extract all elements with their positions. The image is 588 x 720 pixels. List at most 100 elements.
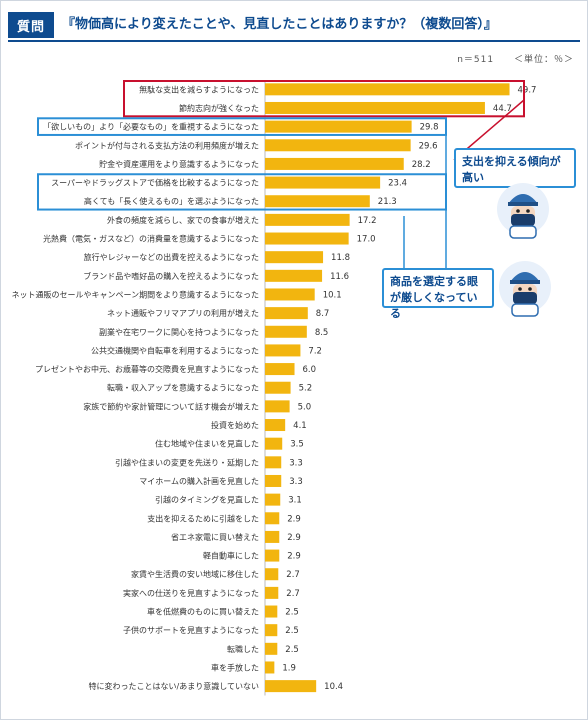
bar bbox=[265, 456, 282, 469]
bar bbox=[265, 269, 323, 282]
category-label: 子供のサポートを見直すようになった bbox=[123, 625, 259, 635]
value-label: 3.3 bbox=[289, 458, 303, 468]
category-label: 引越のタイミングを見直した bbox=[155, 495, 259, 505]
category-label: マイホームの購入計画を見直した bbox=[139, 476, 259, 486]
value-label: 7.2 bbox=[308, 346, 322, 356]
category-label: 住む地域や住まいを見直した bbox=[155, 439, 259, 449]
bar bbox=[265, 232, 349, 245]
value-label: 2.9 bbox=[287, 514, 301, 524]
category-label: 引越や住まいの変更を先送り・延期した bbox=[115, 457, 259, 467]
bar bbox=[265, 474, 282, 487]
bar bbox=[265, 344, 301, 357]
value-label: 3.1 bbox=[288, 496, 302, 506]
bar bbox=[265, 157, 404, 170]
callout-selection: 商品を選定する眼が厳しくなっている bbox=[382, 268, 494, 320]
category-label: 家族で節約や家計管理について話す機会が増えた bbox=[83, 401, 259, 411]
category-label: 外食の頻度を減らし、家での食事が増えた bbox=[107, 215, 259, 225]
category-label: ネット通販のセールやキャンペーン期間をより意識するようになった bbox=[12, 289, 259, 299]
value-label: 3.5 bbox=[290, 440, 304, 450]
title-rule bbox=[8, 40, 580, 42]
value-label: 49.7 bbox=[518, 85, 537, 95]
unit-label: ＜単位：％＞ bbox=[513, 55, 574, 65]
callout-spending: 支出を抑える傾向が高い bbox=[454, 148, 576, 188]
category-label: ブランド品や嗜好品の購入を控えるようになった bbox=[83, 271, 259, 281]
value-label: 5.2 bbox=[299, 384, 313, 394]
bar bbox=[265, 680, 317, 693]
mascot-icon bbox=[497, 183, 549, 239]
bar bbox=[265, 512, 280, 525]
value-label: 11.8 bbox=[331, 253, 350, 263]
category-label: ネット通販やフリマアプリの利用が増えた bbox=[107, 308, 259, 318]
category-label: スーパーやドラッグストアで価格を比較するようになった bbox=[51, 178, 259, 188]
sample-size: n＝511 bbox=[457, 55, 495, 65]
value-label: 17.2 bbox=[358, 216, 377, 226]
category-label: 副業や在宅ワークに関心を持つようになった bbox=[99, 327, 259, 337]
category-label: 車を低燃費のものに買い替えた bbox=[147, 607, 259, 617]
bar bbox=[265, 213, 350, 226]
bar bbox=[265, 363, 295, 376]
value-label: 2.9 bbox=[287, 552, 301, 562]
bar bbox=[265, 642, 278, 655]
category-label: 転職した bbox=[227, 645, 259, 654]
category-label: 無駄な支出を減らすようになった bbox=[139, 84, 259, 94]
value-label: 10.1 bbox=[323, 290, 342, 300]
bar bbox=[265, 661, 275, 674]
category-label: 「欲しいもの」より「必要なもの」を重視するようになった bbox=[43, 122, 259, 132]
category-label: 節約志向が強くなった bbox=[179, 103, 259, 113]
value-label: 23.4 bbox=[388, 179, 407, 189]
category-label: ポイントが付与される支払方法の利用頻度が増えた bbox=[75, 140, 259, 150]
highlight-box bbox=[37, 117, 447, 136]
highlight-box bbox=[123, 80, 525, 118]
bar bbox=[265, 419, 286, 432]
value-label: 8.5 bbox=[315, 328, 329, 338]
value-label: 2.5 bbox=[285, 608, 299, 618]
value-label: 1.9 bbox=[282, 663, 296, 673]
category-label: 転職・収入アップを意識するようになった bbox=[107, 383, 259, 393]
value-label: 4.1 bbox=[293, 421, 307, 431]
value-label: 2.7 bbox=[286, 589, 300, 599]
bar bbox=[265, 325, 307, 338]
category-label: 旅行やレジャーなどの出費を控えるようになった bbox=[84, 252, 259, 262]
question-badge: 質問 bbox=[8, 12, 54, 38]
category-label: 高くても「長く使えるもの」を選ぶようになった bbox=[84, 196, 259, 206]
category-label: 車を手放した bbox=[211, 662, 259, 672]
category-label: 光熱費（電気・ガスなど）の消費量を意識するようになった bbox=[43, 234, 259, 244]
value-label: 8.7 bbox=[316, 309, 330, 319]
bar bbox=[265, 586, 279, 599]
value-label: 6.0 bbox=[303, 365, 317, 375]
question-title: 『物価高により変えたことや、見直したことはありますか？（複数回答）』 bbox=[62, 17, 497, 32]
value-label: 44.7 bbox=[493, 104, 512, 114]
category-label: 貯金や資産運用をより意識するようになった bbox=[99, 159, 259, 169]
bar bbox=[265, 437, 283, 450]
bar bbox=[265, 288, 315, 301]
value-label: 2.5 bbox=[285, 626, 299, 636]
bar bbox=[265, 381, 291, 394]
bar bbox=[265, 101, 485, 114]
bar bbox=[265, 83, 510, 96]
bar bbox=[265, 139, 411, 152]
value-label: 28.2 bbox=[412, 160, 431, 170]
bar bbox=[265, 120, 412, 133]
bar bbox=[265, 493, 281, 506]
value-label: 2.7 bbox=[286, 570, 300, 580]
bar bbox=[265, 605, 278, 618]
value-label: 3.3 bbox=[289, 477, 303, 487]
bar bbox=[265, 307, 308, 320]
value-label: 29.6 bbox=[419, 141, 438, 151]
chart-meta: n＝511 ＜単位：％＞ bbox=[441, 52, 574, 65]
value-label: 5.0 bbox=[298, 402, 312, 412]
category-label: 投資を始めた bbox=[211, 420, 259, 430]
category-label: プレゼントやお中元、お歳暮等の交際費を見直すようになった bbox=[35, 364, 259, 374]
bar bbox=[265, 176, 381, 189]
bar bbox=[265, 251, 324, 264]
bar bbox=[265, 530, 280, 543]
category-label: 省エネ家電に買い替えた bbox=[171, 532, 259, 542]
category-label: 家賃や生活費の安い地域に移住した bbox=[131, 569, 259, 579]
bar bbox=[265, 195, 370, 208]
value-label: 21.3 bbox=[378, 197, 397, 207]
category-label: 公共交通機関や自転車を利用するようになった bbox=[91, 345, 259, 355]
mascot-icon-2 bbox=[499, 261, 551, 317]
category-label: 実家への仕送りを見直すようになった bbox=[123, 588, 259, 598]
value-label: 17.0 bbox=[357, 235, 376, 245]
